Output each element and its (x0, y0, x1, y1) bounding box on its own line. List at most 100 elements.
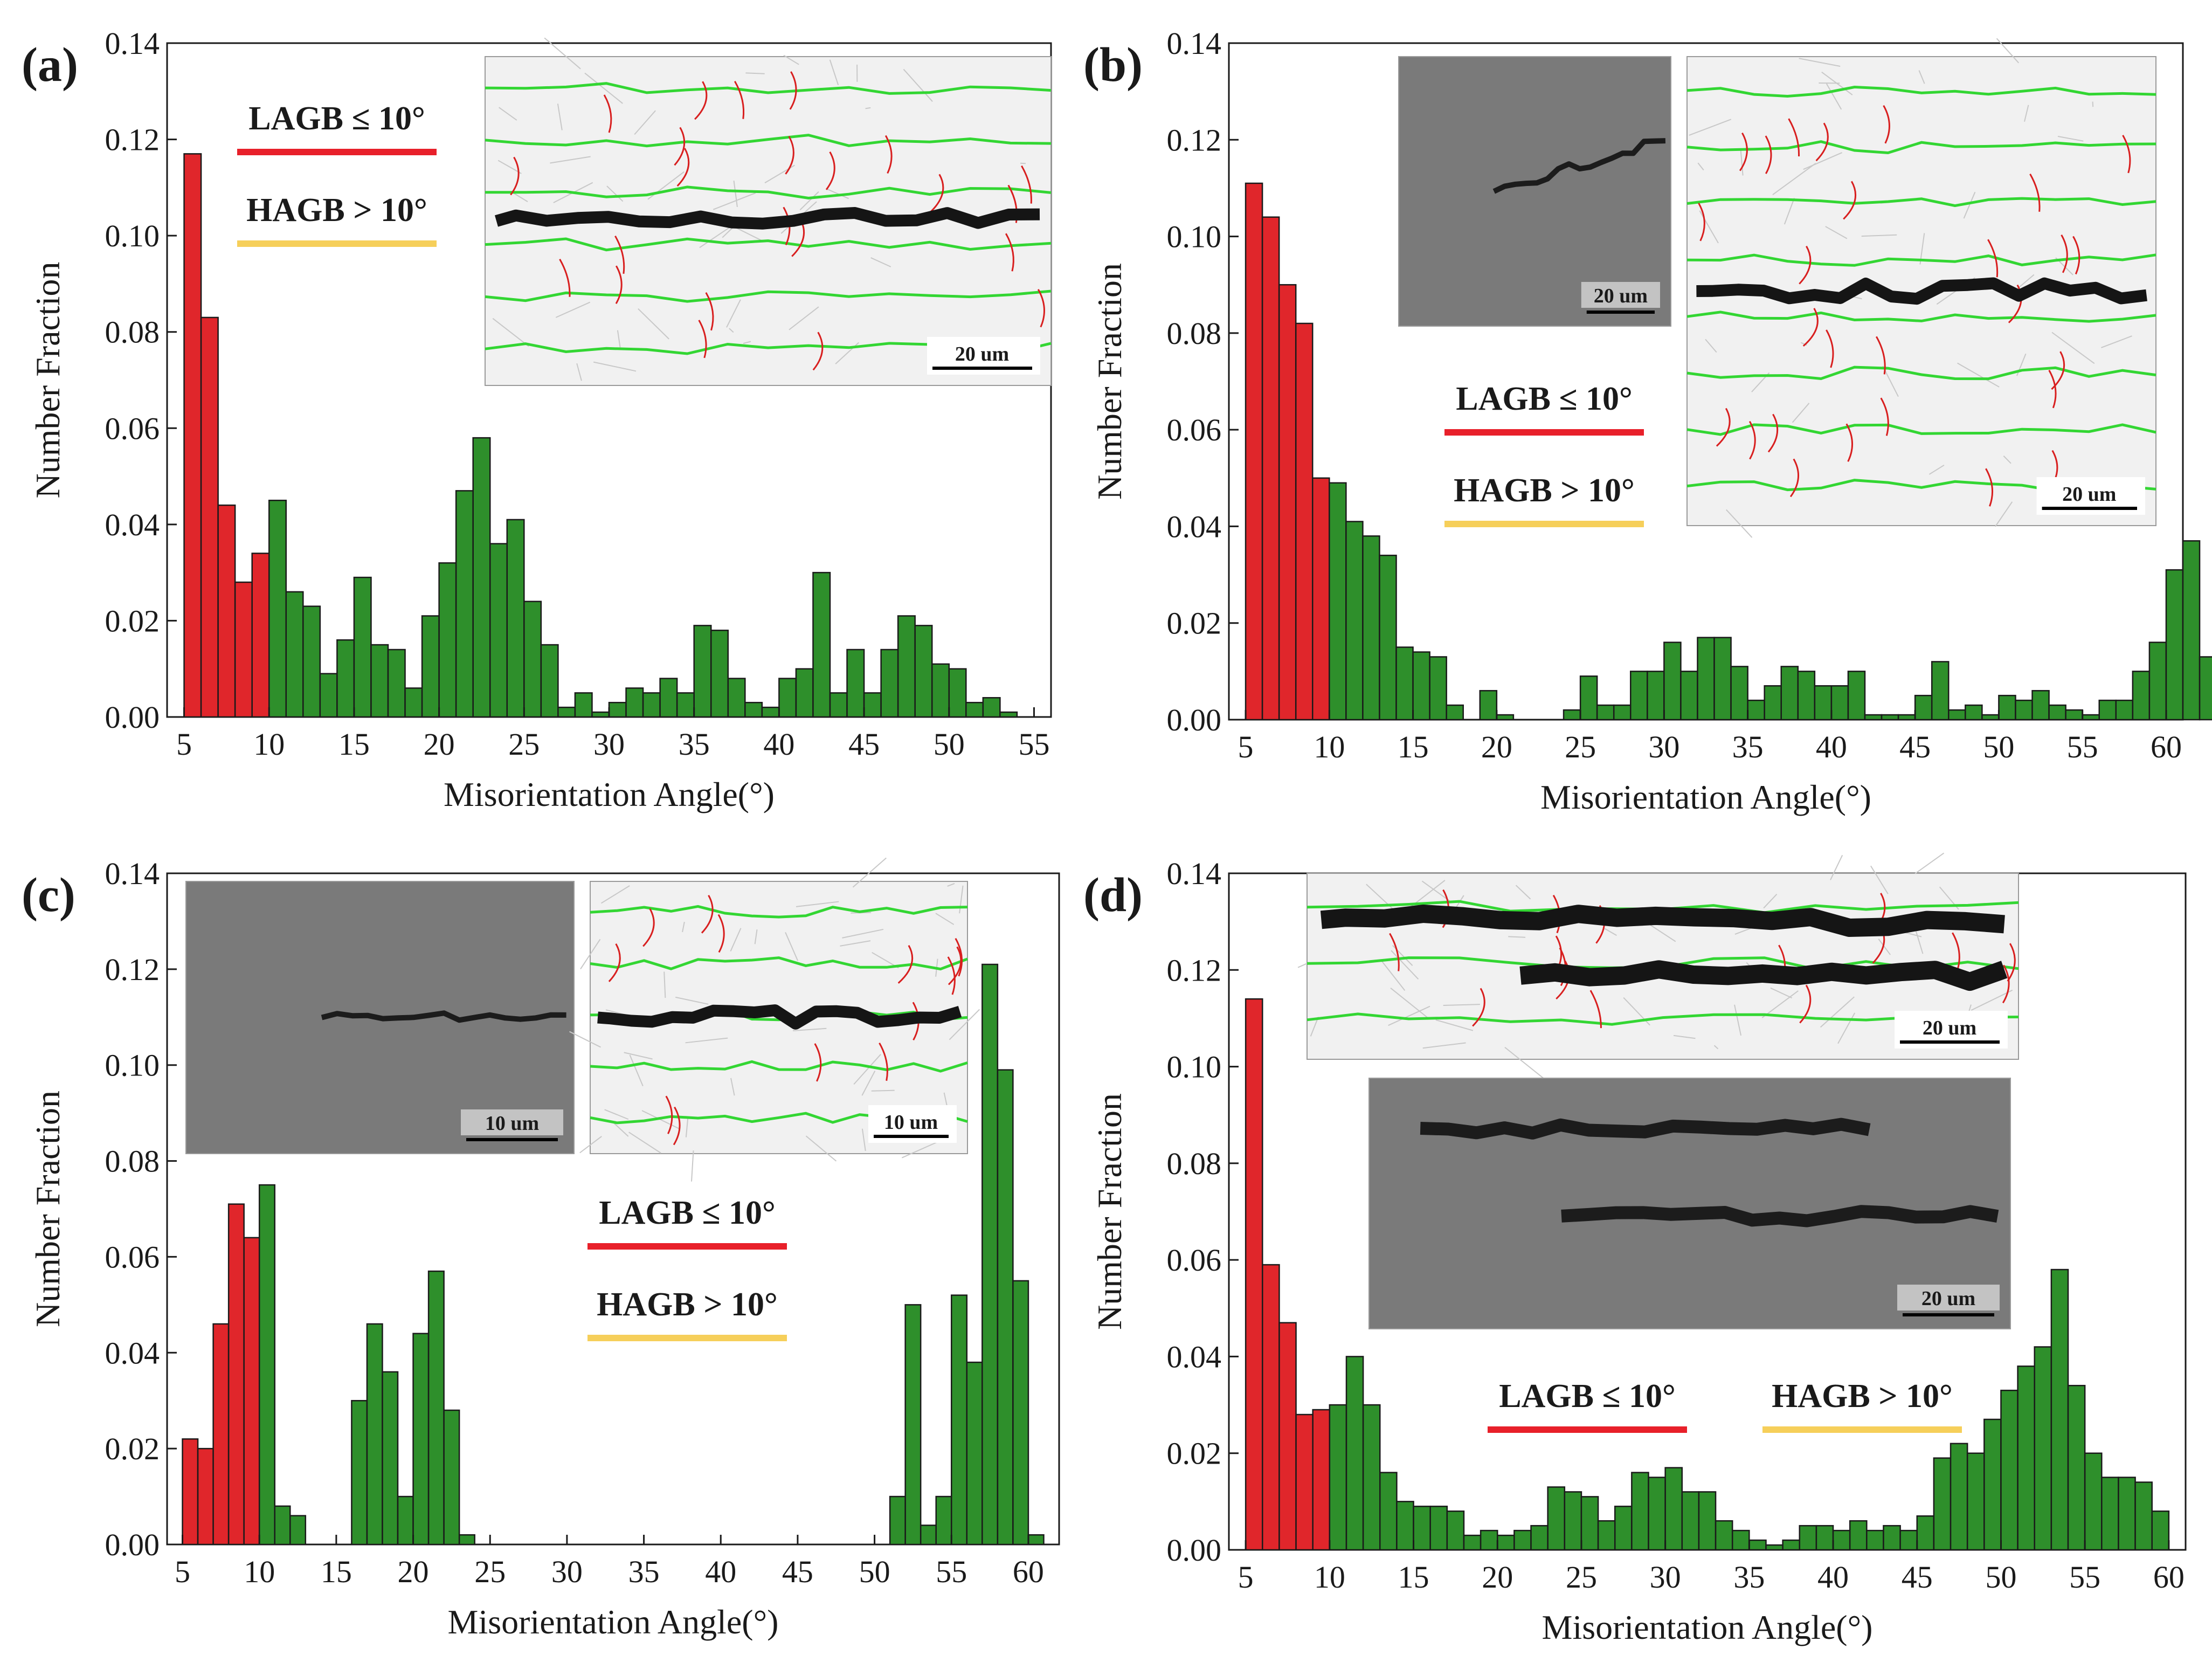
hagb-bar (1698, 1491, 1717, 1551)
grain-texture-line (1870, 865, 1889, 894)
x-tick-label: 60 (2151, 729, 2182, 764)
hagb-bar (1547, 1486, 1566, 1551)
legend-lagb-label: LAGB ≤ 10° (599, 1195, 776, 1231)
hagb-bar (1815, 1525, 1834, 1551)
lagb-bar (1278, 284, 1297, 721)
hagb-bar (965, 701, 984, 718)
x-tick-label: 35 (679, 727, 710, 762)
lagb-boundary (1765, 135, 1772, 174)
hagb-boundary (1686, 197, 2156, 208)
lagb-boundary (930, 174, 944, 213)
lagb-boundary (698, 320, 707, 358)
lagb-boundary (897, 944, 914, 984)
grain-texture-line (853, 1054, 881, 1085)
y-tick-label: 0.12 (1167, 953, 1222, 988)
lagb-bar (1278, 1322, 1297, 1551)
lagb-boundary (1472, 988, 1485, 1027)
hagb-bar (370, 644, 389, 718)
hagb-bar (1814, 685, 1833, 721)
y-tick-label: 0.06 (105, 411, 160, 446)
x-tick-label: 5 (175, 1554, 190, 1589)
y-axis-title: Number Fraction (1090, 263, 1129, 500)
hagb-bar (2015, 699, 2033, 721)
grain-texture-line (2101, 335, 2132, 348)
x-tick-label: 40 (1816, 729, 1847, 764)
grain-texture-line (663, 971, 666, 998)
grain-texture-line (1421, 880, 1450, 902)
hagb-bar (1966, 1452, 1985, 1551)
grain-texture-line (1391, 950, 1419, 980)
hagb-bar (2151, 1511, 2170, 1551)
hagb-bar (1864, 714, 1883, 721)
hagb-bar (1395, 646, 1414, 721)
grain-texture-line (1380, 960, 1406, 991)
hagb-bar (2017, 1365, 2035, 1551)
panel-c: 0.00 0.02 0.04 0.06 0.08 0.10 0.12 0.14 5 10 15 20 2… (22, 856, 1060, 1641)
x-tick-label: 20 (398, 1554, 429, 1589)
lagb-boundary (948, 946, 962, 985)
x-tick-label: 50 (934, 727, 965, 762)
hagb-bar (1379, 554, 1397, 721)
hagb-bar (351, 1399, 368, 1546)
hagb-bar (1847, 671, 1866, 721)
grain-texture-line (726, 299, 741, 328)
grain-texture-line (840, 940, 871, 947)
grain-texture-line (852, 857, 887, 888)
hagb-bar (1012, 1280, 1029, 1546)
hagb-boundary (485, 185, 1052, 200)
panel-b: 0.00 0.02 0.04 0.06 0.08 0.10 0.12 0.14 5 10 15 20 2… (1083, 26, 2212, 816)
grain-texture-line (861, 1128, 866, 1151)
grain-texture-line (870, 257, 891, 267)
x-axis-title: Misorientation Angle(°) (1542, 1608, 1873, 1646)
hagb-bar (889, 1495, 906, 1546)
grain-texture-line (634, 110, 656, 135)
hagb-bar (574, 692, 593, 718)
grain-texture-line (729, 328, 734, 333)
legend-lagb-label: LAGB ≤ 10° (248, 100, 425, 137)
x-tick-label: 25 (508, 727, 540, 762)
y-tick-label: 0.10 (105, 1048, 160, 1083)
x-tick-label: 20 (1481, 729, 1512, 764)
hagb-bar (1866, 1529, 1884, 1551)
hagb-boundary (1686, 85, 2156, 98)
hagb-bar (1614, 1506, 1633, 1551)
hagb-bar (2118, 1477, 2136, 1551)
legend-hagb-label: HAGB > 10° (1772, 1378, 1953, 1415)
hagb-bar (904, 1304, 922, 1546)
crack (1420, 1118, 1871, 1140)
y-tick-label: 0.12 (105, 952, 160, 987)
lagb-bar (1295, 1413, 1314, 1551)
lagb-boundary (825, 151, 835, 190)
lagb-boundary (1748, 420, 1756, 460)
x-tick-label: 10 (1314, 729, 1345, 764)
x-tick-label: 15 (338, 727, 370, 762)
hagb-boundary (1686, 423, 2156, 436)
hagb-bar (659, 678, 678, 718)
hagb-bar (2199, 656, 2212, 721)
y-tick-label: 0.02 (105, 603, 160, 638)
x-tick-label: 60 (2153, 1560, 2185, 1595)
grain-texture-line (1971, 989, 2013, 1011)
lagb-boundary (1802, 308, 1819, 347)
x-tick-label: 55 (2069, 1560, 2100, 1595)
hagb-bar (795, 668, 814, 718)
y-tick-label: 0.08 (1167, 316, 1222, 351)
grain-texture-line (829, 59, 839, 85)
hagb-bar (458, 1534, 475, 1546)
hagb-bar (258, 1184, 275, 1546)
lagb-boundary (665, 1095, 673, 1134)
y-tick-label: 0.08 (105, 315, 160, 350)
scale-bar-label: 20 um (1921, 1287, 1975, 1310)
hagb-bar (1782, 1539, 1801, 1551)
lagb-boundary (814, 1043, 822, 1082)
grain-texture-line (1604, 928, 1617, 936)
grain-texture-line (1792, 403, 1810, 423)
x-tick-label: 20 (424, 727, 455, 762)
grain-texture-line (796, 901, 839, 907)
hagb-bar (829, 692, 848, 718)
grain-texture-line (935, 913, 955, 925)
scale-bar-background (461, 1109, 563, 1135)
hagb-bar (1764, 685, 1782, 721)
lagb-boundary (1037, 288, 1045, 328)
lagb-boundary (1799, 984, 1812, 1024)
